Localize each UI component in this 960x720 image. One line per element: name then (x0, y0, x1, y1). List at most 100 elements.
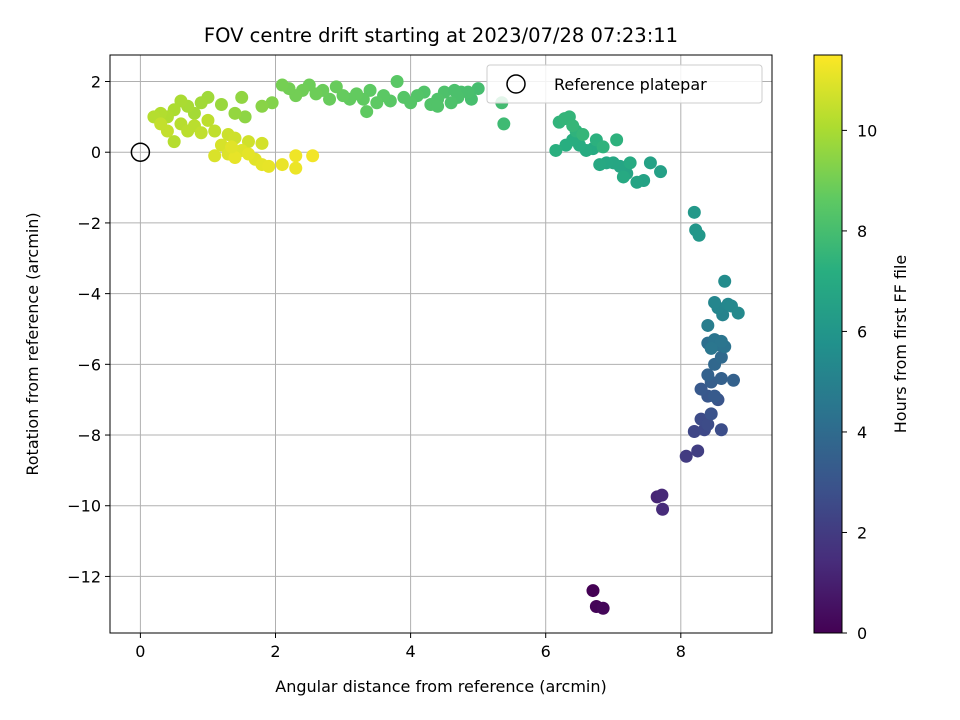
data-point (704, 407, 718, 421)
data-point (397, 90, 411, 104)
data-point (363, 83, 377, 97)
legend-marker (506, 74, 526, 94)
data-point (431, 99, 445, 113)
colorbar-ticks: 0 2 4 6 8 10 (842, 121, 877, 643)
grid-lines (110, 55, 772, 633)
colorbar-label: Hours from first FF file (891, 255, 910, 434)
x-axis-ticks: 0 2 4 6 8 (135, 633, 686, 661)
x-axis-label: Angular distance from reference (arcmin) (275, 677, 606, 696)
legend-label: Reference platepar (554, 75, 707, 94)
colorbar-tick-label: 4 (857, 423, 867, 442)
data-point (208, 149, 222, 163)
data-point (623, 156, 637, 170)
data-point (370, 96, 384, 110)
data-point (718, 274, 732, 288)
data-point (596, 140, 610, 154)
colorbar-tick-label: 10 (857, 121, 877, 140)
data-point (289, 149, 303, 163)
data-point (262, 159, 276, 173)
x-tick-label: 6 (541, 642, 551, 661)
colorbar (813, 54, 843, 634)
data-point (306, 149, 320, 163)
data-point (692, 228, 706, 242)
y-tick-label: −6 (77, 355, 101, 374)
y-axis-ticks: −12 −10 −8 −6 −4 −2 0 2 (67, 73, 110, 586)
data-point (471, 82, 485, 96)
data-point (255, 136, 269, 150)
x-tick-label: 2 (270, 642, 280, 661)
data-point (241, 147, 255, 161)
x-tick-label: 4 (406, 642, 416, 661)
data-point (201, 113, 215, 127)
data-point (714, 371, 728, 385)
data-point (576, 128, 590, 142)
data-point (566, 119, 580, 133)
data-point (336, 89, 350, 103)
y-tick-label: 0 (91, 143, 101, 162)
data-point (238, 110, 252, 124)
data-point (194, 126, 208, 140)
data-point (174, 94, 188, 108)
data-point (714, 350, 728, 364)
data-point (444, 96, 458, 110)
data-point (726, 373, 740, 387)
data-point (643, 156, 657, 170)
data-point (235, 90, 249, 104)
data-point (691, 444, 705, 458)
data-point (214, 97, 228, 111)
y-axis-label: Rotation from reference (arcmin) (23, 212, 42, 475)
y-tick-label: −8 (77, 426, 101, 445)
data-point (596, 601, 610, 615)
reference-marker (130, 142, 151, 162)
data-point (701, 318, 715, 332)
data-point (687, 424, 701, 438)
colorbar-tick-label: 2 (857, 523, 867, 542)
data-point (731, 306, 745, 320)
colorbar-tick-label: 6 (857, 322, 867, 341)
data-point (360, 105, 374, 119)
data-point (390, 75, 404, 89)
chart-title: FOV centre drift starting at 2023/07/28 … (204, 24, 678, 47)
colorbar-tick-label: 8 (857, 222, 867, 241)
data-point (194, 96, 208, 110)
legend: Reference platepar (486, 64, 763, 104)
data-point (708, 389, 722, 403)
data-point (701, 417, 715, 431)
data-point (679, 449, 693, 463)
data-points (147, 75, 745, 615)
y-tick-label: 2 (91, 73, 101, 92)
colorbar-tick-label: 0 (857, 624, 867, 643)
data-point (208, 124, 222, 138)
data-point (241, 135, 255, 149)
data-point (323, 92, 337, 106)
data-point (687, 205, 701, 219)
data-point (225, 140, 239, 154)
data-point (714, 423, 728, 437)
data-point (289, 161, 303, 175)
data-point (228, 106, 242, 120)
data-point (265, 96, 279, 110)
data-point (701, 368, 715, 382)
data-point (616, 170, 630, 184)
y-tick-label: −2 (77, 214, 101, 233)
x-tick-label: 0 (135, 642, 145, 661)
data-point (549, 143, 563, 157)
data-point (329, 80, 343, 94)
plot-frame (109, 54, 773, 634)
data-point (656, 502, 670, 516)
data-point (655, 488, 669, 502)
data-point (167, 135, 181, 149)
data-point (630, 175, 644, 189)
data-point (275, 158, 289, 172)
data-point (228, 151, 242, 165)
data-point (654, 165, 668, 179)
data-point (309, 87, 323, 101)
data-point (497, 117, 511, 131)
data-point (154, 117, 168, 131)
y-tick-label: −10 (67, 497, 101, 516)
data-point (586, 584, 600, 598)
data-point (714, 334, 728, 348)
data-point (593, 158, 607, 172)
data-point (694, 382, 708, 396)
